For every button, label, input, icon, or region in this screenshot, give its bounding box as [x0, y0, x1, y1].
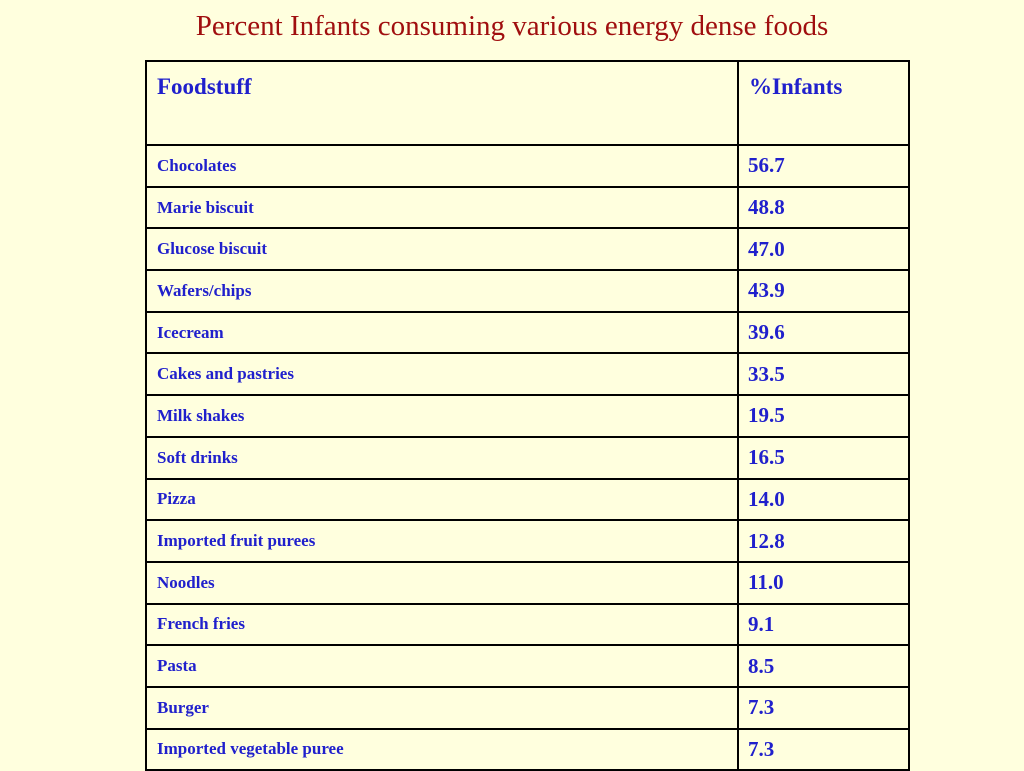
food-cell: French fries [145, 602, 739, 647]
value-cell: 56.7 [737, 144, 910, 188]
food-cell: Wafers/chips [145, 269, 739, 313]
value-cell: 11.0 [737, 560, 910, 605]
value-cell: 39.6 [737, 310, 910, 355]
value-cell: 8.5 [737, 644, 910, 688]
food-cell: Noodles [145, 560, 739, 605]
value-cell: 12.8 [737, 519, 910, 563]
food-cell: Imported fruit purees [145, 519, 739, 563]
table-row: Icecream 39.6 [145, 310, 910, 355]
value-cell: 14.0 [737, 477, 910, 522]
table-row: Glucose biscuit 47.0 [145, 227, 910, 272]
food-cell: Marie biscuit [145, 185, 739, 230]
table-body: Chocolates 56.7 Marie biscuit 48.8 Gluco… [145, 144, 910, 771]
column-header-foodstuff: Foodstuff [145, 60, 739, 146]
table-row: Chocolates 56.7 [145, 144, 910, 188]
value-cell: 33.5 [737, 352, 910, 397]
table-row: Imported vegetable puree 7.3 [145, 727, 910, 771]
value-cell: 7.3 [737, 727, 910, 771]
food-cell: Imported vegetable puree [145, 727, 739, 771]
slide-title: Percent Infants consuming various energy… [195, 10, 829, 42]
table-row: Noodles 11.0 [145, 560, 910, 605]
value-cell: 48.8 [737, 185, 910, 230]
value-cell: 19.5 [737, 394, 910, 438]
value-cell: 47.0 [737, 227, 910, 272]
table-row: French fries 9.1 [145, 602, 910, 647]
value-cell: 9.1 [737, 602, 910, 647]
table-row: Cakes and pastries 33.5 [145, 352, 910, 397]
table-row: Soft drinks 16.5 [145, 435, 910, 480]
foods-table: Foodstuff %Infants Chocolates 56.7 Marie… [145, 60, 910, 771]
table-row: Milk shakes 19.5 [145, 394, 910, 438]
food-cell: Burger [145, 685, 739, 730]
value-cell: 43.9 [737, 269, 910, 313]
table-row: Imported fruit purees 12.8 [145, 519, 910, 563]
value-cell: 16.5 [737, 435, 910, 480]
food-cell: Cakes and pastries [145, 352, 739, 397]
table-row: Wafers/chips 43.9 [145, 269, 910, 313]
food-cell: Pizza [145, 477, 739, 522]
food-cell: Chocolates [145, 144, 739, 188]
food-cell: Pasta [145, 644, 739, 688]
food-cell: Glucose biscuit [145, 227, 739, 272]
table-row: Pasta 8.5 [145, 644, 910, 688]
food-cell: Milk shakes [145, 394, 739, 438]
table-row: Burger 7.3 [145, 685, 910, 730]
value-cell: 7.3 [737, 685, 910, 730]
header-row: Foodstuff %Infants [145, 60, 910, 146]
table-row: Pizza 14.0 [145, 477, 910, 522]
food-cell: Soft drinks [145, 435, 739, 480]
column-header-percent-infants: %Infants [737, 60, 910, 146]
food-cell: Icecream [145, 310, 739, 355]
table-row: Marie biscuit 48.8 [145, 185, 910, 230]
